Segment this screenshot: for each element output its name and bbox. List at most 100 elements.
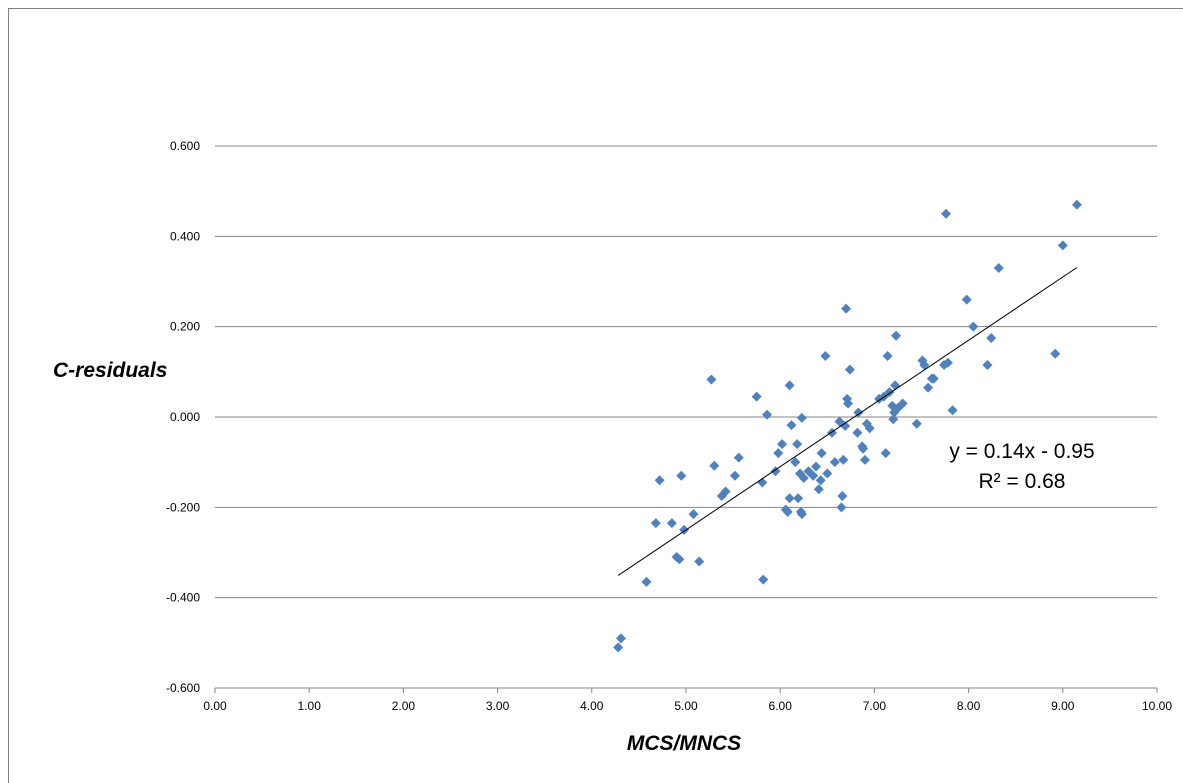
data-point	[836, 502, 847, 513]
x-tick-label: 10.00	[1142, 699, 1172, 713]
y-tick-label: 0.600	[170, 139, 200, 153]
data-point	[798, 472, 809, 483]
data-point	[792, 439, 803, 450]
data-point	[784, 380, 795, 391]
data-point	[758, 574, 769, 585]
y-tick-label: 0.000	[170, 410, 200, 424]
trendline	[617, 267, 1078, 576]
data-point	[1050, 348, 1061, 359]
data-point	[773, 448, 784, 459]
data-point	[751, 391, 762, 402]
data-point	[822, 468, 833, 479]
gridlines	[215, 145, 1157, 599]
data-point	[813, 484, 824, 495]
y-axis-title: C-residuals	[53, 359, 167, 382]
data-point	[928, 373, 939, 384]
data-point	[840, 421, 851, 432]
y-tick-label: -0.200	[166, 500, 200, 514]
data-point	[709, 460, 720, 471]
y-tick-label: 0.200	[170, 320, 200, 334]
x-tick-label: 7.00	[863, 699, 887, 713]
chart-frame	[8, 8, 1183, 783]
data-point	[859, 454, 870, 465]
data-point	[810, 461, 821, 472]
data-point	[841, 303, 852, 314]
data-point	[993, 262, 1004, 273]
x-axis-tick-marks	[214, 688, 1158, 693]
y-tick-label: -0.600	[166, 681, 200, 695]
data-point	[858, 443, 869, 454]
x-tick-label: 4.00	[580, 699, 604, 713]
data-point	[784, 493, 795, 504]
data-point	[613, 642, 624, 653]
x-tick-label: 9.00	[1051, 699, 1075, 713]
data-point	[923, 382, 934, 393]
data-point	[968, 321, 979, 332]
data-point	[829, 457, 840, 468]
data-point	[762, 409, 773, 420]
data-point	[666, 518, 677, 529]
x-tick-label: 8.00	[957, 699, 981, 713]
x-axis-tick-labels: 0.00 1.00 2.00 3.00 4.00 5.00 6.00 7.00 8.00 9.00…	[203, 699, 1172, 713]
y-tick-label: -0.400	[166, 591, 200, 605]
data-point	[641, 576, 652, 587]
y-tick-label: 0.400	[170, 229, 200, 243]
x-tick-label: 3.00	[486, 699, 510, 713]
data-point	[729, 470, 740, 481]
data-point	[793, 493, 804, 504]
trendline-equation: y = 0.14x - 0.95	[949, 440, 1094, 463]
data-point	[891, 330, 902, 341]
data-point	[808, 470, 819, 481]
y-axis-tick-labels: -0.600 -0.400 -0.200 0.000 0.200 0.400 0.600	[166, 139, 200, 695]
x-tick-label: 1.00	[298, 699, 322, 713]
data-point	[986, 332, 997, 343]
data-point	[815, 475, 826, 486]
data-point	[897, 398, 908, 409]
data-point	[688, 509, 699, 520]
data-point	[864, 423, 875, 434]
data-point	[834, 416, 845, 427]
x-tick-label: 6.00	[769, 699, 793, 713]
data-point	[961, 294, 972, 305]
data-point	[706, 374, 717, 385]
data-point	[654, 475, 665, 486]
data-point	[1057, 240, 1068, 251]
data-point	[947, 405, 958, 416]
data-point	[616, 633, 627, 644]
x-tick-label: 0.00	[203, 699, 227, 713]
data-point	[890, 380, 901, 391]
data-point	[782, 506, 793, 517]
data-point	[733, 452, 744, 463]
data-point	[796, 412, 807, 423]
data-point	[852, 427, 863, 438]
data-point	[820, 351, 831, 362]
data-point	[880, 448, 891, 459]
x-tick-label: 5.00	[674, 699, 698, 713]
data-point	[1071, 199, 1082, 210]
trendline-r-squared: R² = 0.68	[979, 470, 1066, 493]
data-point	[844, 364, 855, 375]
data-point	[911, 418, 922, 429]
data-point	[940, 208, 951, 219]
data-point	[790, 457, 801, 468]
data-point	[816, 448, 827, 459]
data-point	[837, 491, 848, 502]
data-point	[919, 360, 930, 371]
x-axis-title: MCS/MNCS	[627, 732, 741, 755]
data-point	[777, 439, 788, 450]
data-point	[838, 454, 849, 465]
data-point	[786, 420, 797, 431]
data-point	[676, 470, 687, 481]
data-point	[694, 556, 705, 567]
data-point	[942, 357, 953, 368]
data-point	[888, 414, 899, 425]
data-point	[853, 407, 864, 418]
data-point	[882, 351, 893, 362]
data-point	[674, 554, 685, 565]
x-tick-label: 2.00	[392, 699, 416, 713]
data-points	[613, 199, 1082, 653]
data-point	[796, 509, 807, 520]
data-point	[720, 486, 731, 497]
data-point	[650, 518, 661, 529]
